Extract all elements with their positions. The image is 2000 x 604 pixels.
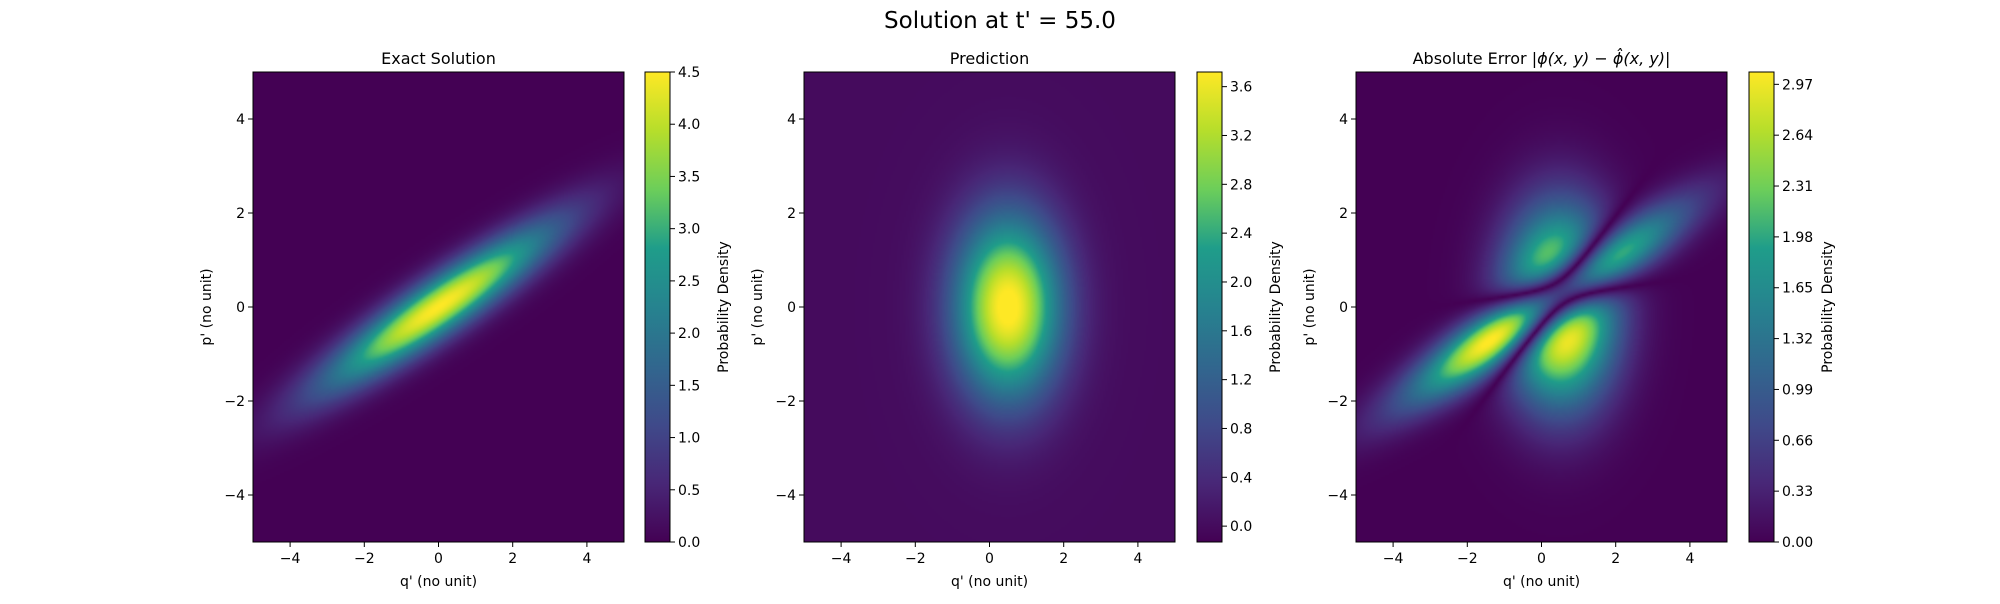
colorbar-label: Probability Density bbox=[1820, 241, 1836, 373]
x-tick-label: 4 bbox=[582, 551, 591, 567]
y-axis-label: p' (no unit) bbox=[1302, 268, 1318, 345]
x-tick-label: 2 bbox=[1611, 551, 1620, 567]
colorbar-tick-label: 2.31 bbox=[1782, 179, 1813, 195]
y-tick-label: 2 bbox=[787, 206, 796, 222]
panel-title: Prediction bbox=[950, 49, 1029, 68]
y-tick-label: 2 bbox=[236, 206, 245, 222]
chart-panel-3: Absolute Error |ϕ(x, y) − ϕ̂(x, y)| −4 −2 0… bbox=[1302, 48, 1836, 590]
x-tick-label: −2 bbox=[905, 551, 926, 567]
x-tick-label: −4 bbox=[831, 551, 852, 567]
x-tick-label: −2 bbox=[354, 551, 375, 567]
colorbar-tick-label: 2.5 bbox=[678, 274, 700, 290]
colorbar-tick-label: 3.2 bbox=[1230, 128, 1252, 144]
y-tick-label: −2 bbox=[1327, 394, 1348, 410]
colorbar bbox=[1196, 71, 1223, 543]
x-axis-label: q' (no unit) bbox=[951, 574, 1028, 590]
colorbar-tick-label: 1.5 bbox=[678, 378, 700, 394]
x-tick-label: 2 bbox=[508, 551, 517, 567]
colorbar-tick-label: 2.4 bbox=[1230, 226, 1252, 242]
colorbar-tick-label: 0.5 bbox=[678, 483, 700, 499]
y-tick-label: 4 bbox=[1339, 112, 1348, 128]
colorbar-tick-label: 4.0 bbox=[678, 117, 700, 133]
figure-suptitle: Solution at t' = 55.0 bbox=[884, 8, 1116, 34]
colorbar-label: Probability Density bbox=[1268, 241, 1284, 373]
panel-title: Absolute Error |ϕ(x, y) − ϕ̂(x, y)| bbox=[1413, 48, 1671, 68]
colorbar-tick-label: 4.5 bbox=[678, 65, 700, 81]
heatmap-image bbox=[253, 72, 624, 542]
colorbar-tick-label: 0.33 bbox=[1782, 484, 1813, 500]
y-axis-label: p' (no unit) bbox=[199, 268, 215, 345]
y-tick-label: 0 bbox=[236, 300, 245, 316]
chart-panel-2: Prediction −4 −2 0 2 4 −4 −2 0 2 4 q' (no unit) p' (… bbox=[750, 49, 1284, 590]
y-tick-label: −2 bbox=[224, 394, 245, 410]
y-tick-label: 2 bbox=[1339, 206, 1348, 222]
x-tick-label: −2 bbox=[1457, 551, 1478, 567]
colorbar-tick-label: 1.2 bbox=[1230, 373, 1252, 389]
colorbar-tick-label: 3.0 bbox=[678, 222, 700, 238]
x-tick-label: 2 bbox=[1059, 551, 1068, 567]
colorbar bbox=[1748, 71, 1775, 543]
colorbar-tick-label: 1.6 bbox=[1230, 324, 1252, 340]
colorbar-tick-label: 3.5 bbox=[678, 169, 700, 185]
colorbar-tick-label: 1.32 bbox=[1782, 332, 1813, 348]
y-tick-label: 4 bbox=[787, 112, 796, 128]
x-tick-label: −4 bbox=[280, 551, 301, 567]
x-tick-label: 4 bbox=[1133, 551, 1142, 567]
colorbar-tick-label: 0.8 bbox=[1230, 421, 1252, 437]
x-tick-label: 4 bbox=[1685, 551, 1694, 567]
colorbar-label: Probability Density bbox=[716, 241, 732, 373]
x-tick-label: −4 bbox=[1383, 551, 1404, 567]
chart-panel-1: Exact Solution −4 −2 0 2 4 −4 −2 0 2 4 q' (no unit)… bbox=[199, 49, 732, 590]
colorbar-tick-label: 2.0 bbox=[678, 326, 700, 342]
y-tick-label: 0 bbox=[1339, 300, 1348, 316]
x-tick-label: 0 bbox=[1537, 551, 1546, 567]
colorbar-tick-label: 1.98 bbox=[1782, 230, 1813, 246]
panel-title-math: |ϕ(x, y) − ϕ̂(x, y)| bbox=[1527, 48, 1671, 68]
heatmap-image bbox=[804, 72, 1175, 542]
x-tick-label: 0 bbox=[985, 551, 994, 567]
y-tick-label: 4 bbox=[236, 112, 245, 128]
x-axis-label: q' (no unit) bbox=[1503, 574, 1580, 590]
colorbar-tick-label: 0.66 bbox=[1782, 433, 1813, 449]
colorbar-tick-label: 1.65 bbox=[1782, 281, 1813, 297]
panel-title: Exact Solution bbox=[381, 49, 496, 68]
y-tick-label: −2 bbox=[775, 394, 796, 410]
colorbar-tick-label: 0.4 bbox=[1230, 470, 1252, 486]
colorbar-tick-label: 3.6 bbox=[1230, 80, 1252, 96]
colorbar bbox=[644, 71, 671, 543]
y-tick-label: −4 bbox=[1327, 488, 1348, 504]
colorbar-tick-label: 0.99 bbox=[1782, 382, 1813, 398]
colorbar-tick-label: 0.0 bbox=[1230, 519, 1252, 535]
colorbar-tick-label: 2.64 bbox=[1782, 128, 1813, 144]
heatmap-image bbox=[1356, 72, 1727, 542]
colorbar-tick-label: 2.97 bbox=[1782, 77, 1813, 93]
x-tick-label: 0 bbox=[434, 551, 443, 567]
x-axis-label: q' (no unit) bbox=[400, 574, 477, 590]
colorbar-tick-label: 2.0 bbox=[1230, 275, 1252, 291]
y-tick-label: 0 bbox=[787, 300, 796, 316]
y-axis-label: p' (no unit) bbox=[750, 268, 766, 345]
y-tick-label: −4 bbox=[224, 488, 245, 504]
colorbar-tick-label: 0.0 bbox=[678, 535, 700, 551]
colorbar-tick-label: 1.0 bbox=[678, 431, 700, 447]
colorbar-tick-label: 2.8 bbox=[1230, 177, 1252, 193]
colorbar-tick-label: 0.00 bbox=[1782, 535, 1813, 551]
y-tick-label: −4 bbox=[775, 488, 796, 504]
